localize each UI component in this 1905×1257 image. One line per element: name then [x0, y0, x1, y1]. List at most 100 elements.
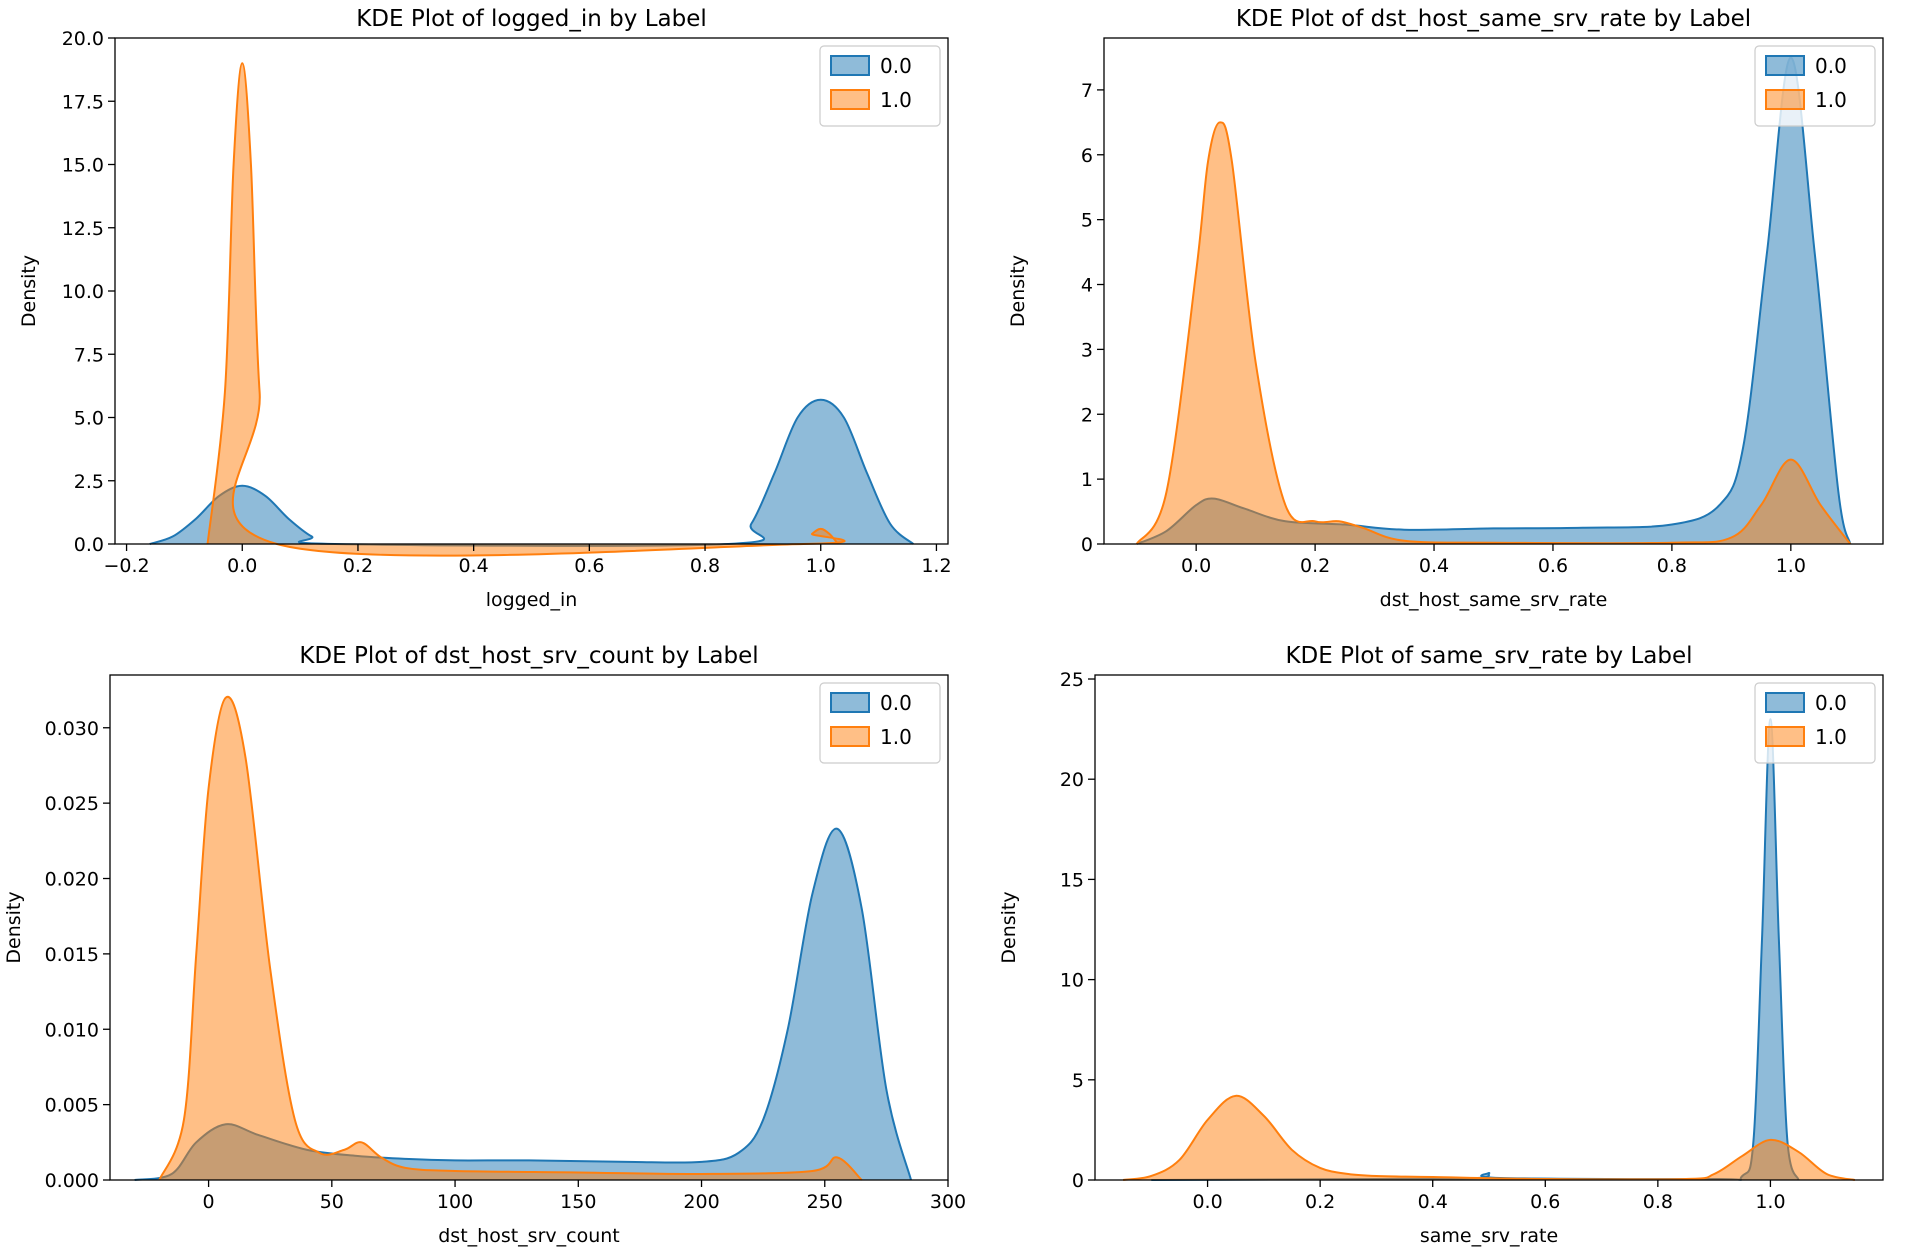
chart-panel-2: 0.0 0.2 0.4 0.6 0.8 1.0 0 1 2 3 4 5 6 7 KDE Plot of ds… [1007, 6, 1884, 611]
chart-title: KDE Plot of dst_host_same_srv_rate by La… [1236, 6, 1751, 32]
x-tick-label: 1.2 [921, 555, 951, 577]
y-tick-label: 15.0 [62, 155, 104, 177]
y-tick-label: 0.000 [45, 1170, 99, 1192]
y-tick-label: 0.015 [45, 944, 99, 966]
y-tick-label: 0.020 [45, 869, 99, 891]
y-tick-label: 0 [1081, 534, 1093, 556]
x-axis-label: logged_in [486, 589, 578, 611]
x-tick-label: 1.0 [1776, 555, 1806, 577]
y-tick-label: 15 [1060, 869, 1084, 891]
x-tick-label: 0.0 [1181, 555, 1211, 577]
x-tick-label: 0.2 [1300, 555, 1330, 577]
x-tick-label: 0.8 [690, 555, 720, 577]
x-tick-label: 250 [807, 1191, 843, 1213]
chart-title: KDE Plot of logged_in by Label [356, 6, 707, 32]
x-tick-label: 0.2 [343, 555, 373, 577]
x-axis-label: dst_host_same_srv_rate [1380, 589, 1608, 611]
legend: 0.01.0 [819, 45, 941, 127]
legend-label: 1.0 [880, 725, 912, 749]
y-tick-label: 2.5 [74, 471, 104, 493]
series-1.0-line [1122, 1094, 1856, 1181]
y-tick-label: 12.5 [62, 218, 104, 240]
x-tick-label: −0.2 [103, 555, 149, 577]
y-tick-label: 0.030 [45, 718, 99, 740]
series-1.0-area [1123, 1095, 1855, 1180]
y-tick-label: 3 [1081, 339, 1093, 361]
legend: 0.01.0 [1754, 682, 1876, 764]
y-axis-label: Density [3, 891, 25, 963]
y-tick-label: 2 [1081, 404, 1093, 426]
x-tick-label: 0.6 [574, 555, 604, 577]
x-axis-label: same_srv_rate [1420, 1225, 1558, 1247]
y-tick-label: 10.0 [62, 281, 104, 303]
y-tick-label: 7 [1081, 80, 1093, 102]
y-tick-label: 10 [1060, 970, 1084, 992]
x-tick-label: 0.6 [1530, 1191, 1560, 1213]
legend: 0.01.0 [819, 682, 941, 764]
y-tick-label: 5.0 [74, 408, 104, 430]
plot-frame [1103, 37, 1884, 545]
y-axis-label: Density [18, 255, 40, 327]
x-tick-label: 0.8 [1657, 555, 1687, 577]
x-tick-label: 300 [930, 1191, 966, 1213]
series-1.0-line [206, 62, 846, 557]
series-1.0-area [159, 696, 862, 1180]
legend-label: 0.0 [880, 54, 912, 78]
y-tick-label: 1 [1081, 469, 1093, 491]
legend-label: 0.0 [1815, 691, 1847, 715]
chart-panel-3: 0 50 100 150 200 250 300 0.000 0.005 0.010 0.015 0.… [3, 643, 966, 1247]
x-tick-label: 0.0 [227, 555, 257, 577]
plot-frame [1094, 674, 1884, 1181]
y-axis-label: Density [998, 891, 1020, 963]
x-axis-label: dst_host_srv_count [438, 1225, 619, 1247]
legend-swatch-0.0 [830, 55, 870, 76]
y-tick-label: 7.5 [74, 344, 104, 366]
series-1.0-line [1135, 121, 1852, 545]
legend-swatch-0.0 [830, 692, 870, 713]
legend-swatch-1.0 [830, 726, 870, 747]
x-tick-label: 150 [560, 1191, 596, 1213]
y-tick-label: 20.0 [62, 28, 104, 50]
x-tick-label: 1.0 [806, 555, 836, 577]
x-tick-label: 50 [320, 1191, 344, 1213]
y-tick-label: 0.005 [45, 1095, 99, 1117]
legend-label: 0.0 [1815, 54, 1847, 78]
y-tick-label: 0.010 [45, 1019, 99, 1041]
legend-label: 1.0 [1815, 725, 1847, 749]
plot-frame [109, 674, 949, 1181]
y-tick-label: 25 [1060, 669, 1084, 691]
x-tick-label: 200 [683, 1191, 719, 1213]
x-tick-label: 0.4 [459, 555, 489, 577]
y-tick-label: 5 [1081, 210, 1093, 232]
legend-swatch-0.0 [1765, 55, 1805, 76]
x-tick-label: 0.2 [1305, 1191, 1335, 1213]
legend-swatch-1.0 [1765, 726, 1805, 747]
x-tick-label: 0.0 [1192, 1191, 1222, 1213]
x-tick-label: 0.4 [1419, 555, 1449, 577]
y-tick-label: 17.5 [62, 91, 104, 113]
legend-swatch-0.0 [1765, 692, 1805, 713]
y-tick-label: 4 [1081, 275, 1093, 297]
x-tick-label: 0.6 [1538, 555, 1568, 577]
chart-panel-1: −0.2 0.0 0.2 0.4 0.6 0.8 1.0 1.20.02.55.07.510.… [18, 6, 952, 611]
y-tick-label: 6 [1081, 145, 1093, 167]
y-tick-label: 0.025 [45, 793, 99, 815]
y-tick-label: 0.0 [74, 534, 104, 556]
chart-title: KDE Plot of dst_host_srv_count by Label [299, 643, 758, 669]
legend-swatch-1.0 [1765, 89, 1805, 110]
y-axis-label: Density [1007, 255, 1029, 327]
legend-label: 0.0 [880, 691, 912, 715]
y-tick-label: 20 [1060, 769, 1084, 791]
chart-title: KDE Plot of same_srv_rate by Label [1285, 643, 1692, 669]
legend: 0.01.0 [1754, 45, 1876, 127]
series-1.0-area [207, 63, 845, 556]
series-1.0-line [158, 695, 863, 1181]
x-tick-label: 1.0 [1755, 1191, 1785, 1213]
legend-label: 1.0 [880, 88, 912, 112]
x-tick-label: 0.4 [1418, 1191, 1448, 1213]
chart-panel-4: 0.0 0.2 0.4 0.6 0.8 1.0 0 5 10 15 20 25 KDE Plot of … [998, 643, 1884, 1247]
legend-label: 1.0 [1815, 88, 1847, 112]
legend-swatch-1.0 [830, 89, 870, 110]
y-tick-label: 0 [1072, 1170, 1084, 1192]
